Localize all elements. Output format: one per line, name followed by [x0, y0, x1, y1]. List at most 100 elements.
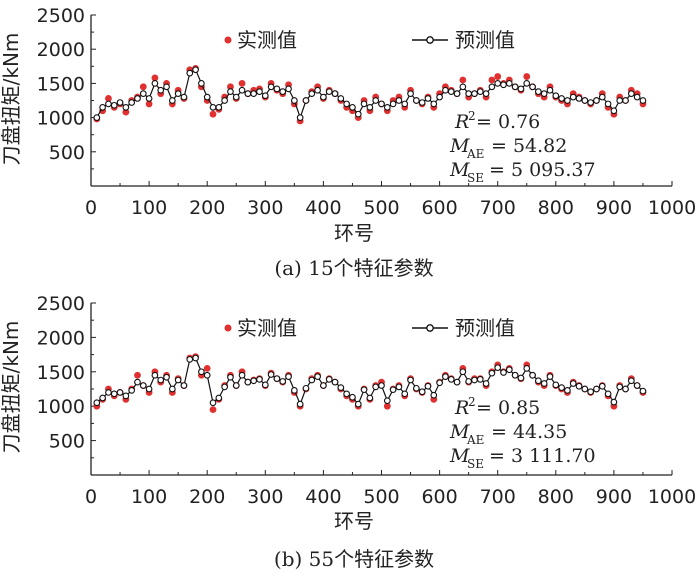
predicted-point-b [145, 385, 153, 393]
predicted-point-b [546, 373, 554, 380]
predicted-point-a [227, 88, 234, 95]
mse-subscript-a: SE [467, 171, 484, 185]
x-tick-label-b: 300 [247, 486, 283, 508]
x-tick-label-b: 200 [189, 486, 225, 508]
predicted-point-a [401, 100, 409, 108]
r2-symbol-a: R [454, 111, 469, 133]
mae-symbol-b: M [449, 421, 470, 443]
predicted-point-a [198, 80, 205, 87]
predicted-point-a [471, 90, 478, 98]
predicted-point-b [198, 368, 205, 376]
predicted-point-b [471, 376, 478, 384]
predicted-point-b [99, 394, 106, 402]
y-tick-label-a: 500 [49, 142, 85, 164]
mae-symbol-a: M [449, 135, 470, 157]
predicted-point-b [256, 376, 263, 383]
predicted-point-a [337, 95, 345, 102]
predicted-point-a [192, 66, 199, 74]
predicted-point-b [308, 376, 316, 384]
predicted-point-a [314, 86, 321, 94]
y-axis-title-b: 刀盘扭矩/kNm [0, 321, 23, 454]
predicted-point-b [186, 356, 194, 363]
legend-predicted-marker-a [426, 36, 434, 44]
predicted-point-b [447, 376, 455, 383]
legend-measured-marker-b [224, 324, 232, 332]
x-axis-title-a: 环号 [334, 221, 374, 245]
predicted-point-b [354, 400, 362, 408]
predicted-point-b [407, 376, 414, 384]
predicted-point-b [134, 378, 141, 386]
predicted-point-a [93, 114, 101, 121]
predicted-point-a [267, 83, 275, 91]
measured-point-a [459, 76, 467, 84]
metrics-b: R 2 = 0.85 M AE = 44.35 M SE = 3 111.70 [449, 395, 596, 471]
r2-superscript-a: 2 [468, 109, 476, 123]
predicted-point-b [436, 379, 443, 387]
predicted-point-b [366, 394, 374, 402]
predicted-point-a [145, 95, 153, 102]
x-tick-label-a: 0 [85, 197, 97, 219]
predicted-point-b [505, 366, 513, 374]
predicted-point-b [291, 387, 298, 394]
x-tick-label-b: 400 [305, 486, 341, 508]
predicted-point-b [325, 376, 333, 383]
legend-predicted-label-a: 预测值 [455, 28, 515, 52]
predicted-point-a [215, 103, 223, 111]
predicted-point-a [128, 99, 136, 106]
metrics-a: R 2 = 0.76 M AE = 54.82 M SE = 5 095.37 [449, 109, 596, 185]
predicted-point-b [105, 389, 112, 396]
predicted-point-a [279, 88, 287, 95]
r2-superscript-b: 2 [468, 395, 476, 409]
predicted-point-a [302, 97, 310, 104]
predicted-point-b [610, 398, 618, 406]
predicted-point-a [168, 97, 176, 104]
predicted-point-b [413, 384, 420, 392]
y-tick-label-b: 2000 [37, 327, 85, 349]
predicted-point-b [151, 371, 159, 379]
predicted-point-a [389, 100, 397, 108]
predicted-point-b [221, 383, 228, 391]
predicted-point-b [244, 378, 252, 386]
predicted-point-b [639, 387, 647, 395]
predicted-point-a [540, 90, 548, 98]
mae-subscript-b: AE [466, 433, 484, 447]
predicted-point-a [383, 103, 391, 111]
predicted-point-b [314, 373, 321, 380]
predicted-point-b [418, 388, 426, 396]
predicted-point-a [500, 81, 507, 89]
predicted-point-b [285, 373, 292, 380]
measured-point-a [238, 80, 246, 87]
predicted-point-a [296, 114, 304, 121]
predicted-point-a [99, 103, 106, 111]
predicted-point-a [476, 88, 484, 95]
predicted-point-b [349, 393, 356, 401]
measured-point-b [383, 402, 391, 410]
predicted-point-a [424, 95, 432, 102]
measured-point-a [494, 73, 502, 80]
predicted-point-a [552, 92, 560, 100]
predicted-point-a [122, 103, 130, 111]
predicted-point-a [378, 100, 385, 108]
predicted-point-b [616, 383, 624, 391]
predicted-point-b [261, 381, 269, 389]
predicted-point-a [238, 86, 246, 94]
predicted-point-b [360, 386, 368, 394]
predicted-point-b [296, 400, 304, 408]
predicted-point-a [203, 93, 211, 101]
predicted-point-a [459, 83, 467, 91]
predicted-point-a [105, 100, 112, 108]
predicted-point-b [523, 365, 531, 372]
y-tick-label-a: 2000 [37, 39, 85, 61]
r2-symbol-b: R [454, 397, 469, 419]
y-tick-label-b: 500 [49, 431, 85, 453]
predicted-point-b [622, 385, 629, 393]
mse-value-b: = 3 111.70 [489, 445, 596, 467]
predicted-point-a [174, 90, 182, 98]
y-tick-label-a: 1000 [37, 108, 85, 130]
legend-measured-marker-a [224, 36, 232, 44]
predicted-point-b [267, 371, 275, 378]
x-axis-title-b: 环号 [334, 509, 374, 533]
predicted-point-b [302, 384, 310, 392]
measured-point-b [203, 364, 211, 372]
